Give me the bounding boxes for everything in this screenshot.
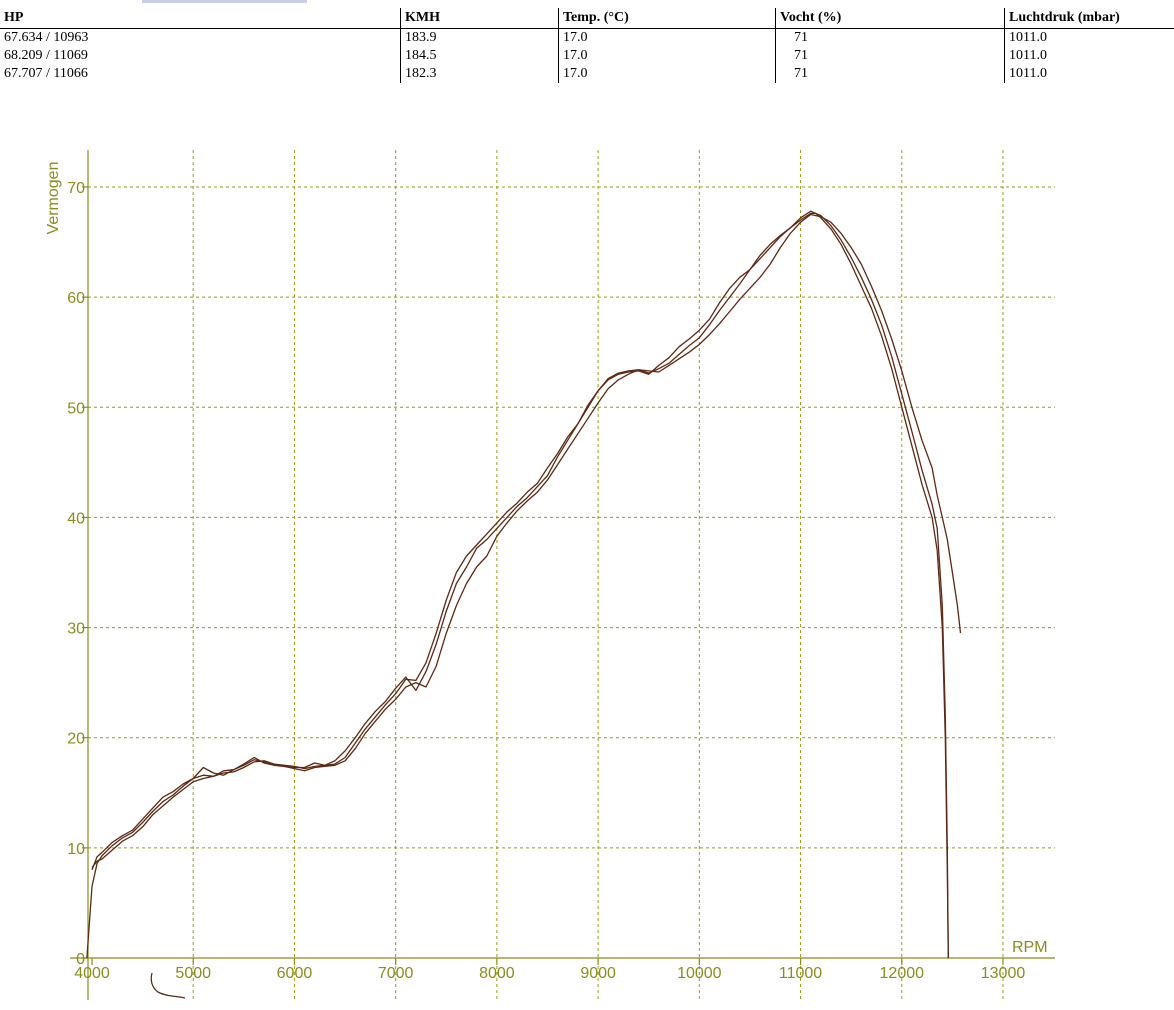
x-tick-label: 5000: [175, 965, 211, 982]
series-lines: [87, 211, 961, 958]
run-results-table: HP KMH Temp. (°C) Vocht (%) Luchtdruk (m…: [0, 8, 1174, 83]
axis-labels: Vermogen RPM: [45, 162, 1048, 956]
x-tick-label: 12000: [880, 965, 925, 982]
y-tick-label: 50: [67, 400, 85, 417]
header-temp: Temp. (°C): [559, 8, 776, 29]
header-humidity: Vocht (%): [776, 8, 1005, 29]
x-tick-label: 9000: [580, 965, 616, 982]
y-axis-label: Vermogen: [45, 162, 62, 235]
cell-temp: 17.0: [559, 47, 776, 65]
y-tick-label: 70: [67, 180, 85, 197]
cell-hp: 68.209 / 11069: [0, 47, 401, 65]
cell-temp: 17.0: [559, 29, 776, 48]
x-tick-label: 10000: [677, 965, 722, 982]
y-tick-label: 60: [67, 290, 85, 307]
x-tick-label: 8000: [479, 965, 515, 982]
header-pressure: Luchtdruk (mbar): [1005, 8, 1174, 29]
header-kmh: KMH: [401, 8, 559, 29]
power-curve-run-1: [87, 213, 948, 958]
power-curve-run-3: [92, 215, 961, 868]
y-tick-label: 40: [67, 510, 85, 527]
cell-kmh: 183.9: [401, 29, 559, 48]
x-tick-label: 7000: [378, 965, 414, 982]
grid: [88, 150, 1055, 1000]
cell-hp: 67.707 / 11066: [0, 65, 401, 83]
cell-kmh: 184.5: [401, 47, 559, 65]
x-tick-label: 11000: [779, 965, 822, 982]
y-tick-label: 30: [67, 621, 85, 638]
y-tick-label: 20: [67, 731, 85, 748]
cell-humidity: 71: [776, 65, 1005, 83]
table-row: 67.634 / 10963 183.9 17.0 71 1011.0: [0, 29, 1174, 48]
table-row: 67.707 / 11066 182.3 17.0 71 1011.0: [0, 65, 1174, 83]
table-row: 68.209 / 11069 184.5 17.0 71 1011.0: [0, 47, 1174, 65]
header-hp: HP: [0, 8, 401, 29]
x-tick-label: 4000: [74, 965, 110, 982]
cell-hp: 67.634 / 10963: [0, 29, 401, 48]
x-tick-label: 13000: [981, 965, 1026, 982]
cell-kmh: 182.3: [401, 65, 559, 83]
cell-temp: 17.0: [559, 65, 776, 83]
cell-humidity: 71: [776, 29, 1005, 48]
power-curve-run-2: [92, 211, 948, 958]
table-header-row: HP KMH Temp. (°C) Vocht (%) Luchtdruk (m…: [0, 8, 1174, 29]
logo-strip: [142, 0, 307, 3]
cell-pressure: 1011.0: [1005, 47, 1174, 65]
cell-pressure: 1011.0: [1005, 29, 1174, 48]
cell-humidity: 71: [776, 47, 1005, 65]
x-axis-label: RPM: [1012, 939, 1048, 956]
x-tick-label: 6000: [277, 965, 313, 982]
cell-pressure: 1011.0: [1005, 65, 1174, 83]
y-tick-label: 10: [67, 841, 85, 858]
